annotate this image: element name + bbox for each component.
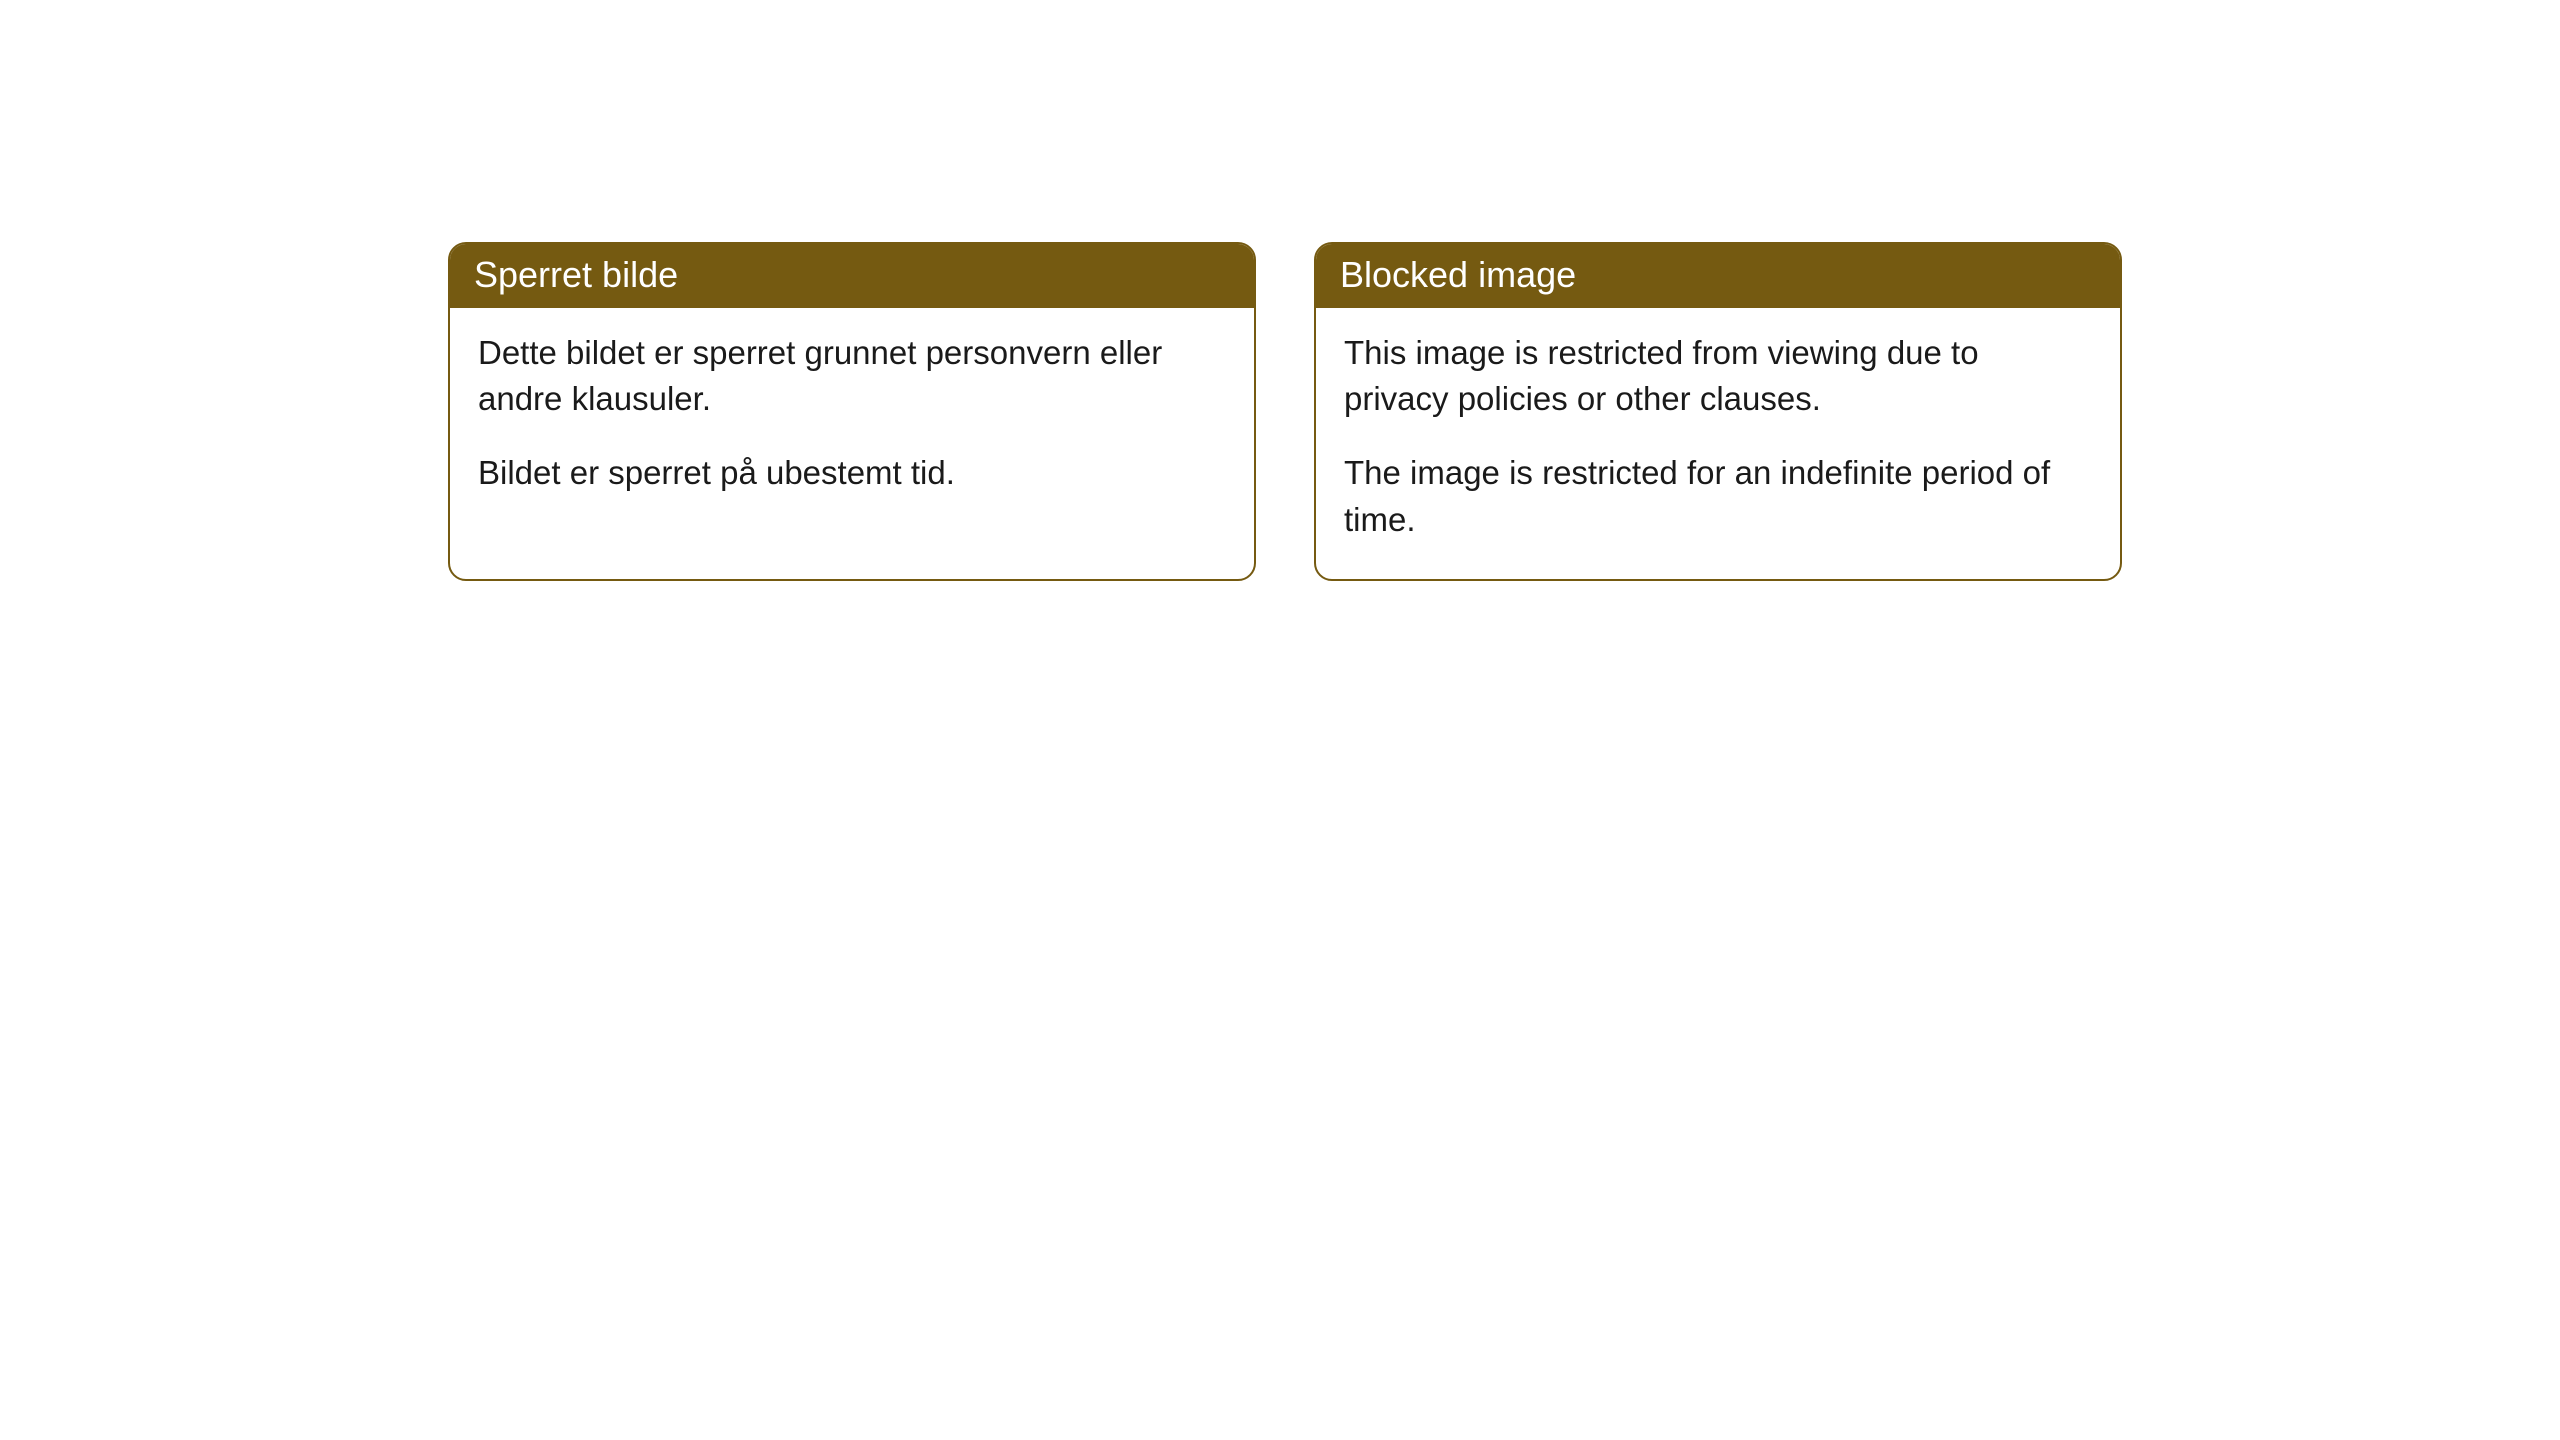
notice-card-norwegian: Sperret bilde Dette bildet er sperret gr… [448,242,1256,581]
notice-body-norwegian: Dette bildet er sperret grunnet personve… [450,308,1254,533]
notice-paragraph: The image is restricted for an indefinit… [1344,450,2092,542]
notice-container: Sperret bilde Dette bildet er sperret gr… [0,0,2560,581]
notice-header-english: Blocked image [1316,244,2120,308]
notice-paragraph: Dette bildet er sperret grunnet personve… [478,330,1226,422]
notice-header-norwegian: Sperret bilde [450,244,1254,308]
notice-paragraph: Bildet er sperret på ubestemt tid. [478,450,1226,496]
notice-card-english: Blocked image This image is restricted f… [1314,242,2122,581]
notice-body-english: This image is restricted from viewing du… [1316,308,2120,579]
notice-paragraph: This image is restricted from viewing du… [1344,330,2092,422]
